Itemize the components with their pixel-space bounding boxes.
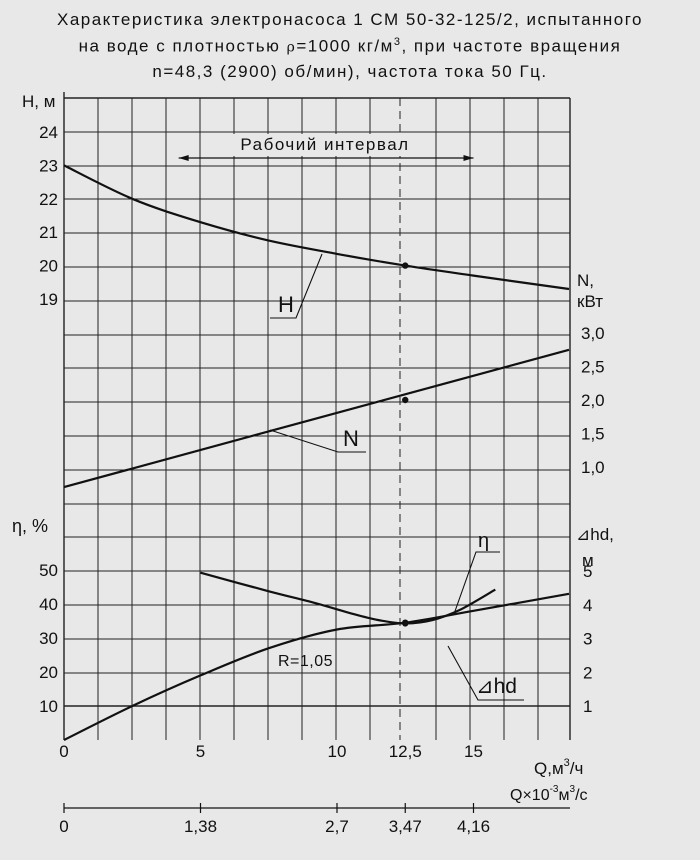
n-tick-label: 1,5 [581,425,605,444]
interval-label-bg [230,134,420,156]
x2-tick-label: 3,47 [389,817,422,836]
h-curve [63,164,570,291]
n-curve [63,348,570,489]
design-point-dhd [402,620,409,627]
dhd-tick-label: 4 [583,596,592,615]
eta-tick-label: 50 [39,561,58,580]
efficiency-curve-label: η [478,530,489,552]
n-axis-unit: кВт [577,292,603,311]
x-tick-label: 0 [59,742,68,761]
h-axis-label: H, м [22,92,55,111]
npsh-curve [200,571,496,625]
h-tick-label: 19 [39,290,58,309]
chart-title: Характеристика электронасоса 1 СМ 50-32-… [0,8,700,83]
x-tick-label: 15 [464,742,483,761]
dhd-tick-label: 3 [583,630,592,649]
eta-tick-label: 10 [39,697,58,716]
eta-axis-label: η, % [12,516,48,536]
eta-tick-label: 30 [39,629,58,648]
efficiency-curve-label-leader [453,551,500,615]
x2-axis-label: Q×10-3м3/с [510,784,588,804]
x2-tick-label: 2,7 [325,817,349,836]
title-line-3: n=48,3 (2900) об/мин), частота тока 50 Г… [152,61,548,81]
h-curve-label: H [278,292,294,317]
n-tick-label: 2,5 [581,358,605,377]
n-curve-label-leader [269,429,366,453]
h-tick-label: 23 [39,156,58,175]
x2-tick-label: 4,16 [457,817,490,836]
h-tick-label: 22 [39,190,58,209]
design-point-h [402,262,409,269]
title-line-1: Характеристика электронасоса 1 СМ 50-32-… [56,10,644,29]
h-curve-label-leader [270,253,323,319]
working-interval-label: Рабочий интервал [240,135,409,154]
dhd-tick-label: 2 [583,663,592,682]
dhd-tick-label: 1 [583,697,592,716]
n-curve-label: N [343,426,359,451]
design-point-n [402,396,409,404]
n-axis-label: N, [577,271,594,290]
eta-tick-label: 20 [39,663,58,682]
r-annotation: R=1,05 [278,653,333,670]
h-tick-label: 24 [39,123,58,142]
npsh-curve-label-leader [447,645,524,701]
title-line-2: на воде с плотностью ρ=1000 кг/м3, при ч… [78,36,622,56]
x2-tick-label: 0 [59,817,68,836]
h-tick-label: 20 [39,257,58,276]
dhd-axis-label: ⊿hd, [576,525,614,544]
x-tick-label: 12,5 [389,742,422,761]
npsh-curve-label: ⊿hd [476,675,517,698]
n-tick-label: 2,0 [581,391,605,410]
n-tick-label: 1,0 [581,458,605,477]
dhd-axis-unit: м [582,551,594,570]
x-axis-label: Q,м3/ч [534,757,583,778]
working-interval-arrow-left [178,155,189,161]
x-tick-label: 5 [196,742,205,761]
h-tick-label: 21 [39,223,58,242]
n-tick-label: 3,0 [581,324,605,343]
efficiency-curve [63,592,570,741]
x2-tick-label: 1,38 [184,817,217,836]
working-interval-arrow-right [463,155,474,161]
x-tick-label: 10 [328,742,347,761]
dhd-tick-label: 5 [583,562,592,581]
eta-tick-label: 40 [39,595,58,614]
